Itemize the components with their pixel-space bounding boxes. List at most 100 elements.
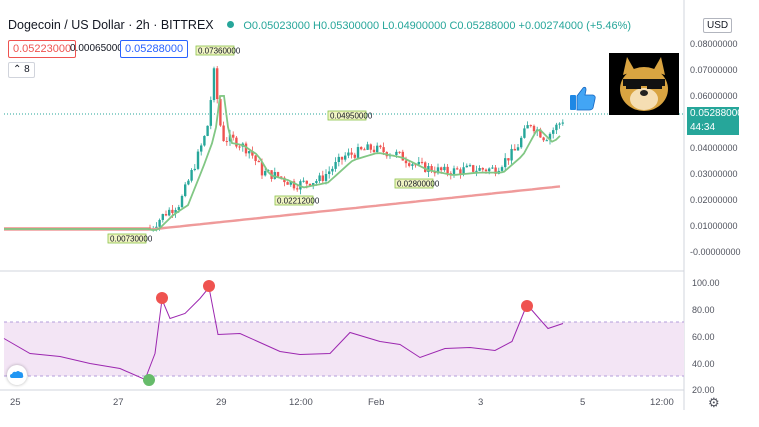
candle-body — [350, 152, 353, 155]
candle-body — [337, 156, 340, 163]
candle-body — [532, 125, 536, 132]
candle-body — [408, 163, 411, 166]
candle-body — [174, 209, 177, 213]
candle-body — [545, 140, 548, 142]
annotation-low: 0.00730000 — [110, 235, 153, 244]
ask-price-button[interactable]: 0.05288000 — [120, 40, 189, 58]
candle-body — [465, 165, 468, 168]
candle-body — [334, 162, 337, 169]
candle-body — [244, 143, 248, 154]
candle-body — [161, 214, 164, 220]
symbol-title[interactable]: Dogecoin / US Dollar · 2h · BITTREX — [8, 18, 214, 32]
candle-body — [395, 151, 398, 155]
candle-body — [171, 209, 174, 213]
candle-body — [216, 68, 219, 100]
annotation-high: 0.04950000 — [330, 112, 373, 121]
candle-body — [382, 147, 385, 153]
candle-body — [398, 151, 401, 153]
candle-body — [436, 167, 440, 174]
chart-header: Dogecoin / US Dollar · 2h · BITTREX O0.0… — [8, 18, 631, 32]
candle-body — [411, 164, 414, 166]
candle-body — [456, 168, 459, 170]
candle-body — [280, 176, 283, 178]
candle-body — [558, 123, 561, 125]
rsi-overbought-marker — [521, 300, 533, 312]
rsi-tick: 40.00 — [692, 359, 715, 369]
rsi-overbought-marker — [156, 292, 168, 304]
candle-body — [472, 165, 475, 172]
candle-body — [347, 152, 350, 156]
rsi-band — [4, 322, 684, 376]
candle-body — [430, 166, 433, 172]
rsi-oversold-marker — [143, 374, 155, 386]
candle-body — [462, 167, 465, 174]
price-tick: 0.01000000 — [690, 221, 738, 231]
rsi-tick: 80.00 — [692, 305, 715, 315]
candle-body — [180, 196, 184, 208]
candle-body — [190, 170, 193, 181]
candle-body — [363, 149, 366, 151]
candle-body — [267, 170, 270, 172]
candle-body — [366, 144, 369, 150]
candle-body — [529, 125, 532, 127]
time-tick: 12:00 — [650, 397, 674, 408]
candle-body — [254, 155, 257, 162]
bar-countdown-tag: 44:34 — [687, 121, 739, 135]
currency-button[interactable]: USD — [703, 18, 733, 33]
candle-body — [164, 214, 168, 216]
candle-body — [308, 183, 312, 187]
candle-body — [401, 151, 404, 161]
candle-body — [516, 147, 520, 151]
ma-long-line — [4, 185, 561, 231]
candle-body — [344, 155, 347, 160]
candle-body — [238, 146, 241, 148]
last-price-tag: 0.05288000 — [687, 107, 743, 121]
annotation-low: 0.02212000 — [277, 197, 320, 206]
candle-body — [417, 161, 420, 165]
candle-body — [273, 172, 276, 179]
indicator-toggle[interactable]: ⌃ 8 — [8, 62, 35, 78]
candle-body — [468, 165, 472, 167]
price-tick: 0.03000000 — [690, 169, 738, 179]
candle-body — [257, 161, 260, 163]
candle-body — [376, 145, 379, 153]
candle-body — [177, 207, 180, 210]
market-status-icon — [226, 21, 234, 28]
candle-body — [356, 147, 360, 158]
candle-body — [507, 158, 510, 161]
rsi-overbought-marker — [203, 280, 215, 292]
candle-body — [491, 167, 494, 169]
candle-body — [513, 148, 516, 151]
candle-body — [222, 125, 225, 142]
bid-price-button[interactable]: 0.05223000 — [8, 40, 77, 58]
candle-body — [420, 161, 424, 163]
candle-body — [212, 68, 216, 101]
doge-face-icon — [620, 57, 668, 111]
candle-body — [523, 128, 526, 138]
candle-body — [555, 124, 558, 131]
candle-body — [296, 188, 299, 190]
candle-body — [452, 168, 456, 176]
candle-body — [184, 184, 187, 197]
thumbs-up-icon — [570, 86, 596, 111]
candle-body — [264, 171, 267, 176]
candle-body — [510, 148, 513, 161]
candle-body — [504, 158, 507, 168]
candle-body — [321, 175, 324, 181]
candle-body — [203, 135, 206, 146]
price-tick: 0.02000000 — [690, 195, 738, 205]
doge-image — [609, 53, 679, 115]
candle-body — [187, 180, 190, 185]
ma-short-line — [4, 94, 561, 231]
candle-body — [289, 181, 292, 185]
candle-body — [312, 183, 315, 187]
rsi-tick: 60.00 — [692, 332, 715, 342]
settings-icon[interactable]: ⚙ — [708, 395, 720, 410]
candle-body — [542, 137, 545, 141]
ohlc-readout: O0.05023000 H0.05300000 L0.04900000 C0.0… — [243, 20, 632, 32]
cloud-icon[interactable] — [7, 365, 27, 385]
candle-body — [340, 156, 344, 160]
candle-body — [481, 168, 484, 170]
candle-body — [225, 141, 228, 143]
